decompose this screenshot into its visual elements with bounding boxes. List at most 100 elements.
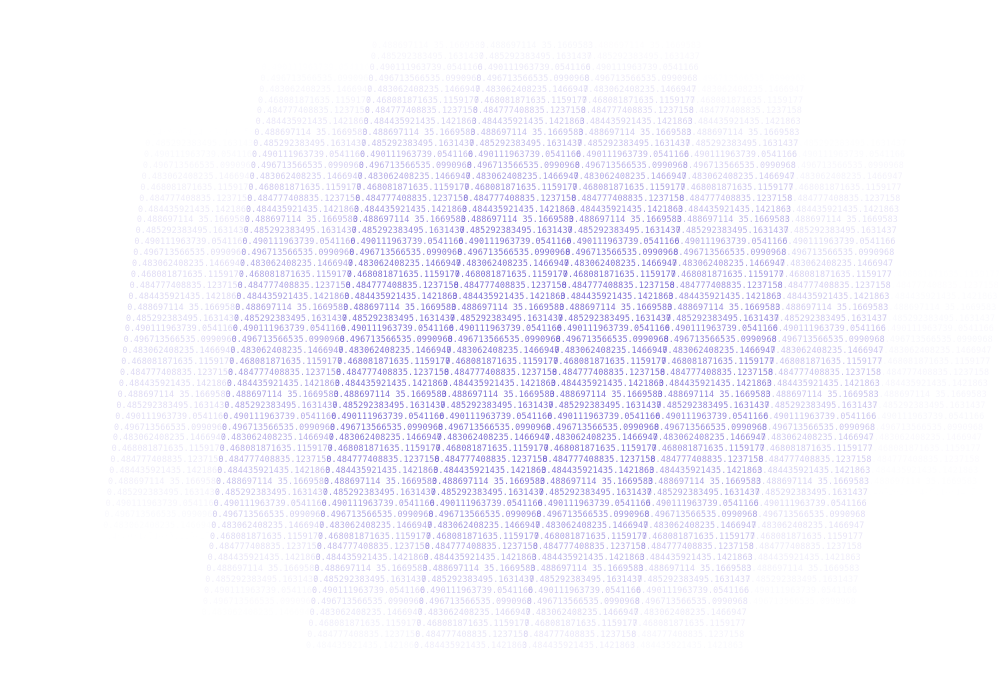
number-cell: 0.484777408835.1237158 — [895, 193, 1000, 203]
number-cell: 0.484435921435.1421863 — [747, 552, 861, 563]
number-cell: 0.484777408835.1237158 — [355, 192, 469, 203]
number-cell: 0.468081871635.1159177 — [140, 181, 254, 192]
number-cell: 0.484777408835.1237158 — [345, 279, 459, 290]
number-cell: 0.490111963739.0541166 — [0, 323, 17, 333]
number-cell: 0.490111963739.0541166 — [154, 62, 262, 72]
number-cell: 0.483062408235.1466947 — [672, 258, 786, 268]
number-cell: 0.483062408235.1466947 — [662, 345, 776, 356]
number-cell: 0.490111963739.0541166 — [262, 62, 370, 72]
number-cell: 0.490111963739.0541166 — [910, 62, 1000, 72]
number-cell: 0.490111963739.0541166 — [744, 585, 857, 595]
number-cell: 0.496713566535.0990968 — [0, 334, 16, 344]
number-cell: 0.488697114 35.1669583 — [451, 301, 565, 312]
number-cell: 0.483062408235.1466947 — [319, 519, 433, 530]
number-cell: 0.484435921435.1421863 — [865, 465, 973, 475]
number-cell: 0.490111963739.0541166 — [900, 149, 1000, 159]
number-cell: 0.484777408835.1237158 — [0, 367, 12, 377]
number-row: 0.483062408235.14669470.483062408235.146… — [0, 607, 958, 617]
number-row: 0.488697114 35.1669583 0.488697114 35.166… — [0, 127, 1000, 137]
number-row: 0.483062408235.14669470.483062408235.146… — [0, 432, 982, 442]
number-cell: 0.483062408235.1466947 — [907, 84, 1000, 94]
number-cell: 0.484777408835.1237158 — [228, 367, 342, 377]
number-row: 0.485292383495.16314370.485292383495.163… — [0, 574, 961, 584]
number-row: 0.484777408835.1237158 0.484777408835.123… — [0, 105, 1000, 115]
number-row: 0.488697114 35.16695830.488697114 35.166… — [0, 563, 962, 573]
number-cell: 0.484777408835.1237158 — [758, 454, 872, 465]
number-cell: 0.484777408835.1237158 — [41, 105, 149, 115]
number-cell: 0.468081871635.1159177 — [356, 181, 470, 192]
number-cell: 0.485292383495.1631437 — [793, 138, 901, 148]
number-cell: 0.468081871635.1159177 — [0, 269, 23, 279]
number-cell: 0.484777408835.1237158 — [2, 454, 110, 464]
number-cell: 0.496713566535.0990968 — [0, 596, 95, 606]
number-cell: 0.490111963739.0541166 — [772, 323, 886, 334]
number-cell: 0.488697114 35.1669583 — [314, 563, 428, 574]
number-cell: 0.485292383495.1631437 — [646, 486, 760, 497]
number-cell: 0.468081871635.1159177 — [632, 617, 746, 628]
number-cell: 0.484435921435.1421863 — [658, 377, 772, 388]
number-cell: 0.488697114 35.1669583 — [902, 127, 1000, 137]
number-cell: 0.468081871635.1159177 — [445, 356, 559, 367]
number-cell: 0.483062408235.1466947 — [465, 170, 579, 181]
number-cell: 0.488697114 35.1669583 — [588, 40, 696, 50]
number-row: 0.468081871635.11591770.468081871635.115… — [0, 182, 1000, 192]
number-cell: 0.484435921435.1421863 — [354, 203, 468, 214]
number-cell: 0.484777408835.1237158 — [532, 541, 646, 552]
number-row: 0.496713566535.09909680.496713566535.099… — [0, 160, 1000, 170]
number-cell: 0.488697114 35.1669583 — [19, 302, 127, 312]
number-cell: 0.468081871635.1159177 — [0, 95, 42, 105]
number-cell: 0.485292383495.1631437 — [577, 138, 691, 149]
number-cell: 0.490111963739.0541166 — [528, 585, 642, 595]
number-cell: 0.483062408235.1466947 — [643, 519, 757, 530]
number-cell: 0.488697114 35.1669583 — [765, 388, 879, 399]
number-cell: 0.485292383495.1631437 — [587, 51, 700, 61]
number-cell: 0.468081871635.1159177 — [0, 618, 92, 628]
number-cell: 0.468081871635.1159177 — [868, 443, 976, 453]
number-cell: 0.496713566535.0990968 — [555, 334, 669, 345]
number-cell: 0.496713566535.0990968 — [889, 247, 997, 257]
number-cell: 0.496713566535.0990968 — [908, 73, 1000, 83]
number-cell: 0.490111963739.0541166 — [144, 149, 257, 159]
number-row: 0.490111963739.0541166 0.490111963739.054… — [0, 498, 970, 508]
number-cell: 0.488697114 35.1669583 — [540, 476, 654, 486]
number-cell: 0.484777408835.1237158 — [307, 628, 421, 639]
number-cell: 0.496713566535.0990968 — [682, 159, 796, 170]
number-cell: 0.485292383495.1631437 — [853, 574, 961, 584]
number-cell: 0.483062408235.1466947 — [554, 345, 668, 356]
number-cell: 0.468081871635.1159177 — [32, 182, 140, 192]
number-cell: 0.484435921435.1421863 — [0, 204, 30, 214]
number-cell: 0.468081871635.1159177 — [426, 530, 540, 541]
number-cell: 0.490111963739.0541166 — [645, 497, 759, 508]
number-cell: 0.484777408835.1237158 — [688, 105, 802, 116]
number-cell: 0.488697114 35.1669583 — [127, 301, 241, 312]
number-cell: 0.484777408835.1237158 — [424, 541, 538, 552]
number-cell: 0.484777408835.1237158 — [631, 628, 745, 639]
number-cell: 0.484777408835.1237158 — [748, 541, 862, 552]
number-cell: 0.468081871635.1159177 — [13, 356, 121, 366]
number-cell: 0.496713566535.0990968 — [212, 508, 326, 519]
number-cell: 0.484777408835.1237158 — [218, 454, 332, 465]
number-cell: 0.490111963739.0541166 — [0, 498, 106, 508]
number-cell: 0.468081871635.1159177 — [887, 269, 995, 279]
number-cell: 0.468081871635.1159177 — [150, 95, 258, 105]
number-cell: 0.483062408235.1466947 — [564, 258, 678, 268]
number-row: 0.485292383495.16314370.485292383495.163… — [0, 225, 1000, 235]
number-cell: 0.484777408835.1237158 — [523, 628, 637, 639]
number-cell: 0.484435921435.1421863 — [904, 116, 1000, 126]
number-cell: 0.485292383495.1631437 — [440, 399, 554, 410]
number-cell: 0.483062408235.1466947 — [0, 258, 24, 268]
number-cell: 0.468081871635.1159177 — [258, 94, 372, 105]
number-cell: 0.468081871635.1159177 — [92, 618, 200, 628]
number-cell: 0.484777408835.1237158 — [31, 193, 139, 203]
number-cell: 0.484777408835.1237158 — [768, 367, 882, 377]
number-cell: 0.484777408835.1237158 — [679, 192, 793, 203]
number-cell: 0.496713566535.0990968 — [428, 508, 542, 519]
number-cell: 0.488697114 35.1669583 — [686, 127, 800, 138]
number-cell: 0.483062408235.1466947 — [525, 606, 639, 617]
number-cell: 0.488697114 35.1669583 — [559, 301, 673, 312]
number-cell: 0.488697114 35.1669583 — [136, 214, 250, 225]
number-cell: 0.485292383495.1631437 — [0, 313, 18, 323]
number-cell: 0.468081871635.1159177 — [524, 617, 638, 628]
number-cell: 0.485292383495.1631437 — [0, 400, 8, 410]
number-cell: 0.485292383495.1631437 — [478, 50, 592, 61]
